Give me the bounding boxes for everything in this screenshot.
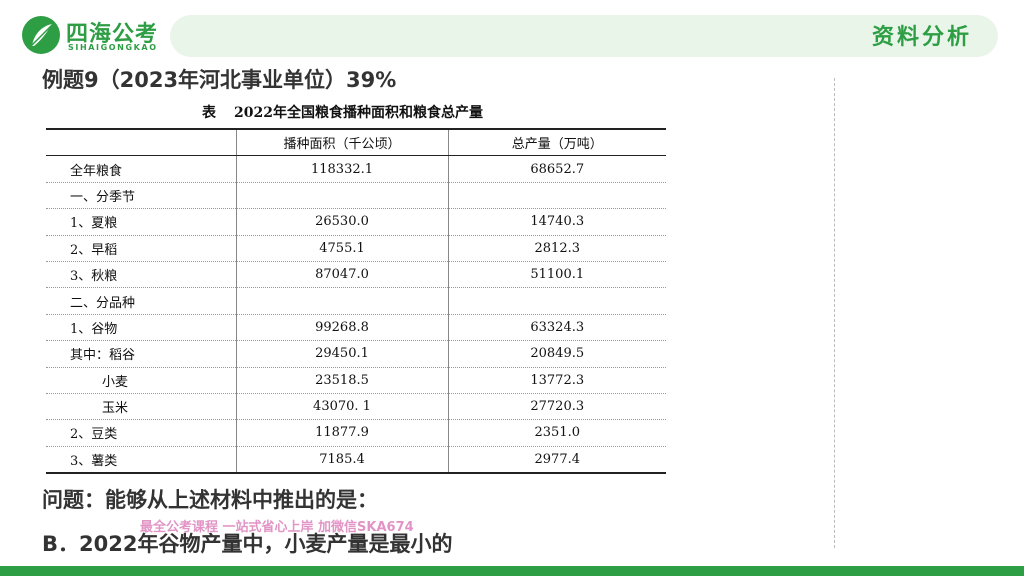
row-label: 3、秋粮 (46, 261, 236, 289)
output-cell: 51100.1 (447, 261, 666, 289)
table-row: 二、分品种 (46, 287, 666, 315)
data-table-panel: 表 2022年全国粮食播种面积和粮食总产量 播种面积（千公顷） 总产量（万吨） 全… (42, 98, 670, 475)
output-cell: 20849.5 (447, 340, 666, 368)
section-tag: 资料分析 (871, 25, 972, 50)
row-label: 2、豆类 (46, 419, 236, 447)
table-row: 全年粮食 118332.1 68652.7 (46, 155, 666, 183)
table-row: 玉米 43070. 1 27720.3 (46, 393, 666, 421)
table-row: 2、豆类 11877.9 2351.0 (46, 419, 666, 447)
logo: 四海公考 SIHAIGONGKAO (22, 14, 182, 58)
table-row: 1、夏粮 26530.0 14740.3 (46, 208, 666, 236)
logo-leaf-icon (22, 16, 60, 54)
table-row: 一、分季节 (46, 182, 666, 210)
output-cell: 13772.3 (447, 367, 666, 394)
area-cell: 7185.4 (235, 446, 448, 475)
column-header-area: 播种面积（千公顷） (235, 128, 448, 157)
divider-dashed (834, 78, 835, 548)
output-cell: 2977.4 (447, 446, 666, 475)
table-row: 3、秋粮 87047.0 51100.1 (46, 261, 666, 289)
area-cell: 26530.0 (235, 208, 448, 236)
output-cell: 14740.3 (447, 208, 666, 236)
area-cell (235, 182, 448, 210)
watermark-text: 最全公考课程 一站式省心上岸 加微信SKA674 (140, 520, 414, 535)
output-cell: 2351.0 (447, 419, 666, 447)
logo-subtitle: SIHAIGONGKAO (68, 43, 158, 52)
area-cell: 4755.1 (235, 235, 448, 262)
table-caption-prefix: 表 (202, 105, 216, 121)
area-cell (235, 287, 448, 315)
row-label: 2、早稻 (46, 235, 236, 262)
column-header-item (46, 128, 236, 157)
row-label: 1、夏粮 (46, 208, 236, 236)
table-row: 2、早稻 4755.1 2812.3 (46, 235, 666, 262)
option-b-text: B．2022年谷物产量中，小麦产量是最小的 (42, 532, 453, 556)
column-header-output: 总产量（万吨） (447, 128, 666, 157)
row-label: 一、分季节 (46, 182, 236, 210)
area-cell: 11877.9 (235, 419, 448, 447)
table-row: 其中：稻谷 29450.1 20849.5 (46, 340, 666, 368)
row-label: 小麦 (46, 367, 236, 394)
row-label: 其中：稻谷 (46, 340, 236, 368)
output-cell (447, 287, 666, 315)
question-text: 问题：能够从上述材料中推出的是： (42, 488, 378, 512)
area-cell: 99268.8 (235, 314, 448, 342)
area-cell: 43070. 1 (235, 393, 448, 421)
table-row: 1、谷物 99268.8 63324.3 (46, 314, 666, 342)
logo-name: 四海公考 (66, 22, 159, 47)
table-header-row: 播种面积（千公顷） 总产量（万吨） (46, 128, 666, 157)
output-cell (447, 182, 666, 210)
area-cell: 29450.1 (235, 340, 448, 368)
row-label: 3、薯类 (46, 446, 236, 475)
table-caption-text: 2022年全国粮食播种面积和粮食总产量 (234, 105, 483, 121)
row-label: 全年粮食 (46, 155, 236, 183)
row-label: 二、分品种 (46, 287, 236, 315)
bottom-bar (0, 566, 1024, 576)
area-cell: 118332.1 (235, 155, 448, 183)
row-label: 玉米 (46, 393, 236, 421)
area-cell: 23518.5 (235, 367, 448, 394)
output-cell: 63324.3 (447, 314, 666, 342)
area-cell: 87047.0 (235, 261, 448, 289)
output-cell: 27720.3 (447, 393, 666, 421)
output-cell: 2812.3 (447, 235, 666, 262)
output-cell: 68652.7 (447, 155, 666, 183)
table-caption: 表 2022年全国粮食播种面积和粮食总产量 (202, 102, 483, 122)
table-row: 小麦 23518.5 13772.3 (46, 367, 666, 394)
table-row: 3、薯类 7185.4 2977.4 (46, 446, 666, 475)
example-title: 例题9（2023年河北事业单位）39% (42, 68, 397, 92)
header-bar (170, 15, 998, 57)
row-label: 1、谷物 (46, 314, 236, 342)
grain-table: 播种面积（千公顷） 总产量（万吨） 全年粮食 118332.1 68652.7 … (46, 128, 666, 475)
